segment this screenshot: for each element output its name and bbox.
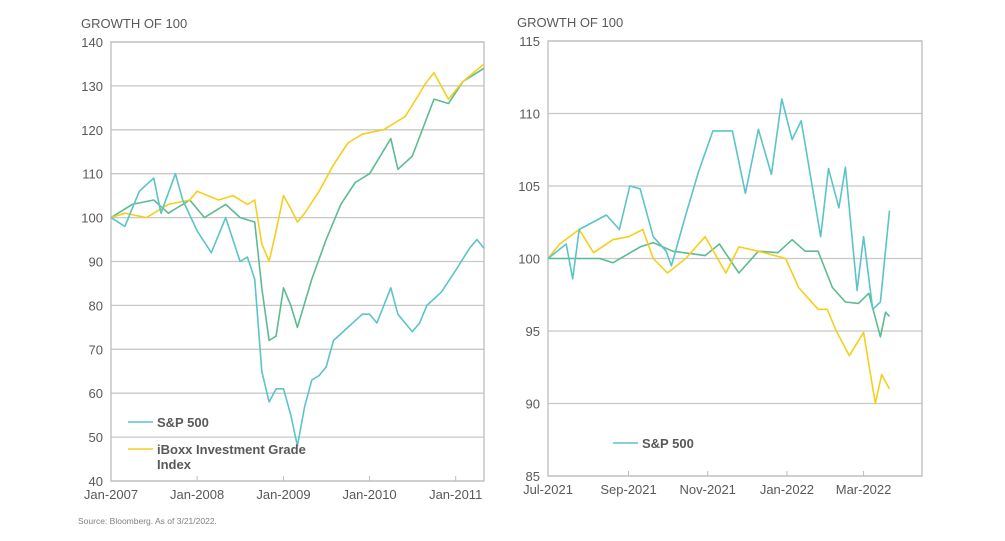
- y-tick-label: 95: [526, 324, 540, 339]
- series-line-iboxx: [547, 228, 891, 405]
- y-tick-label: 120: [81, 123, 103, 138]
- legend-label: S&P 500: [157, 415, 209, 430]
- y-tick-label: 85: [526, 469, 540, 484]
- y-tick-label: 140: [81, 35, 103, 50]
- y-tick-label: 100: [81, 211, 103, 226]
- x-tick-label: Jan-2008: [170, 487, 224, 502]
- x-tick-label: Jan-2009: [256, 487, 310, 502]
- y-tick-label: 130: [81, 79, 103, 94]
- series-line-third: [548, 238, 891, 338]
- right-chart-title: GROWTH OF 100: [517, 15, 623, 30]
- legend-label: iBoxx Investment Grade: [157, 442, 306, 457]
- series-line-iboxx: [110, 63, 485, 263]
- y-tick-label: 90: [526, 397, 540, 412]
- y-tick-label: 60: [89, 386, 103, 401]
- series-line-third: [110, 67, 485, 342]
- series-line-sp500: [547, 98, 891, 311]
- source-note: Source: Bloomberg. As of 3/21/2022.: [78, 516, 217, 526]
- left-chart-title: GROWTH OF 100: [81, 16, 187, 31]
- y-tick-label: 100: [518, 252, 540, 267]
- x-tick-label: Nov-2021: [680, 482, 736, 497]
- x-tick-label: Sep-2021: [600, 482, 656, 497]
- x-tick-label: Jan-2011: [429, 487, 482, 502]
- legend-label: S&P 500: [642, 436, 694, 451]
- series-line-sp500: [110, 172, 485, 447]
- y-tick-label: 80: [89, 298, 103, 313]
- y-tick-label: 70: [89, 342, 103, 357]
- y-tick-label: 50: [89, 430, 103, 445]
- plot-frame: [110, 41, 485, 482]
- y-tick-label: 105: [518, 179, 540, 194]
- x-tick-label: Jan-2022: [760, 482, 814, 497]
- y-tick-label: 40: [89, 474, 103, 489]
- x-tick-label: Jul-2021: [523, 482, 573, 497]
- y-tick-label: 115: [519, 34, 540, 49]
- x-tick-label: Mar-2022: [836, 482, 892, 497]
- x-tick-label: Jan-2007: [84, 487, 138, 502]
- x-tick-label: Jan-2010: [342, 487, 396, 502]
- legend-label: Index: [157, 457, 192, 472]
- y-tick-label: 110: [82, 167, 103, 182]
- y-tick-label: 90: [89, 255, 103, 270]
- y-tick-label: 110: [519, 107, 540, 122]
